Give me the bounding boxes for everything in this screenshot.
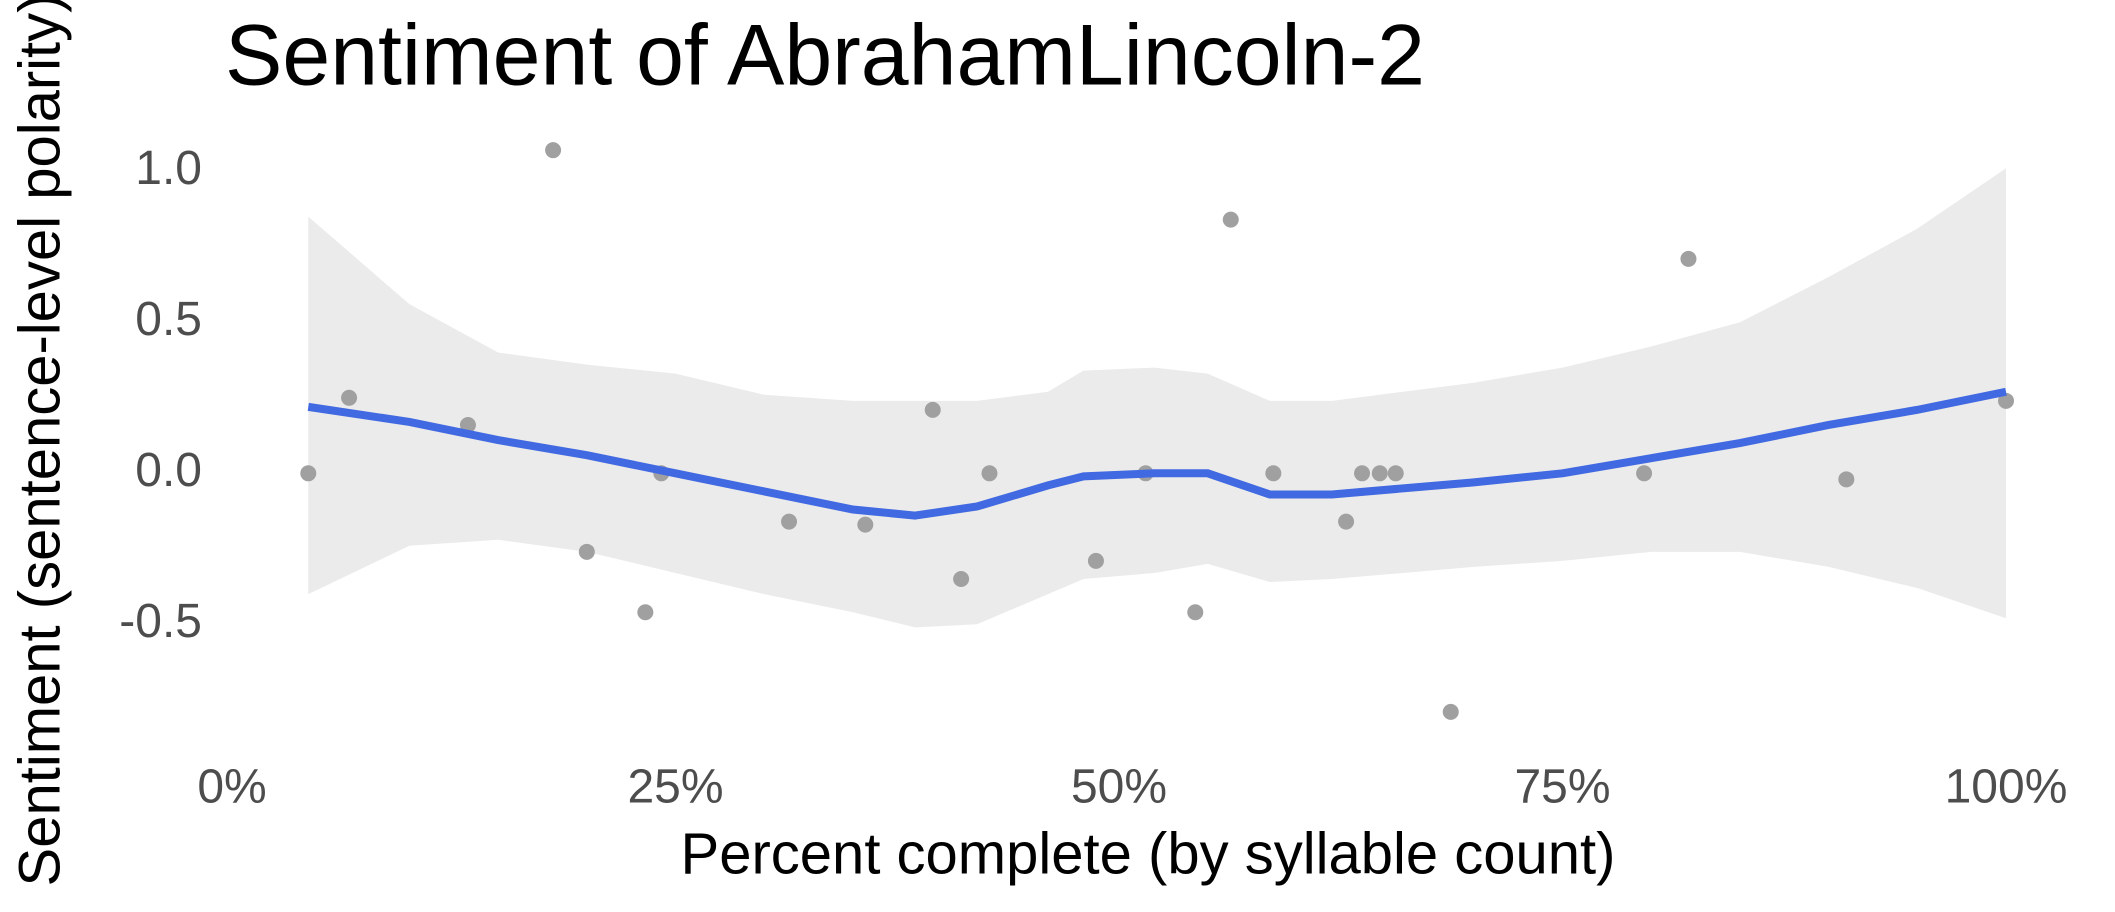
point	[1680, 250, 1697, 267]
point	[1998, 392, 2014, 409]
y-axis-title: Sentiment (sentence-level polarity)	[7, 0, 72, 886]
point	[459, 416, 476, 433]
point	[1387, 465, 1404, 482]
x-tick-label: 0%	[197, 761, 266, 814]
point	[1265, 465, 1282, 482]
point	[857, 516, 874, 533]
point	[637, 604, 654, 621]
point	[1371, 465, 1388, 482]
x-tick-label: 50%	[1071, 761, 1167, 814]
point	[1838, 471, 1855, 488]
point	[545, 142, 562, 159]
y-tick-label: 0.5	[135, 293, 202, 346]
point	[1087, 552, 1104, 569]
point	[781, 513, 798, 530]
point	[341, 389, 358, 406]
point	[1636, 465, 1653, 482]
x-tick-label: 25%	[627, 761, 723, 814]
x-axis-title: Percent complete (by syllable count)	[681, 821, 1616, 886]
point	[981, 465, 998, 482]
y-tick-label: 0.0	[135, 444, 202, 497]
point	[1442, 703, 1459, 720]
y-tick-label: 1.0	[135, 142, 202, 195]
x-tick-label: 100%	[1945, 761, 2068, 814]
point	[1187, 604, 1204, 621]
point	[1354, 465, 1371, 482]
point	[924, 401, 941, 418]
smooth-line	[307, 387, 2007, 520]
confidence-band	[308, 168, 2007, 628]
point	[300, 465, 317, 482]
point	[953, 571, 970, 587]
y-tick-label: -0.5	[119, 595, 202, 648]
point	[578, 543, 595, 560]
x-tick-label: 75%	[1514, 761, 1610, 814]
point	[1338, 513, 1355, 530]
point	[1222, 211, 1239, 228]
chart-title: Sentiment of AbrahamLincoln-2	[225, 8, 1425, 104]
